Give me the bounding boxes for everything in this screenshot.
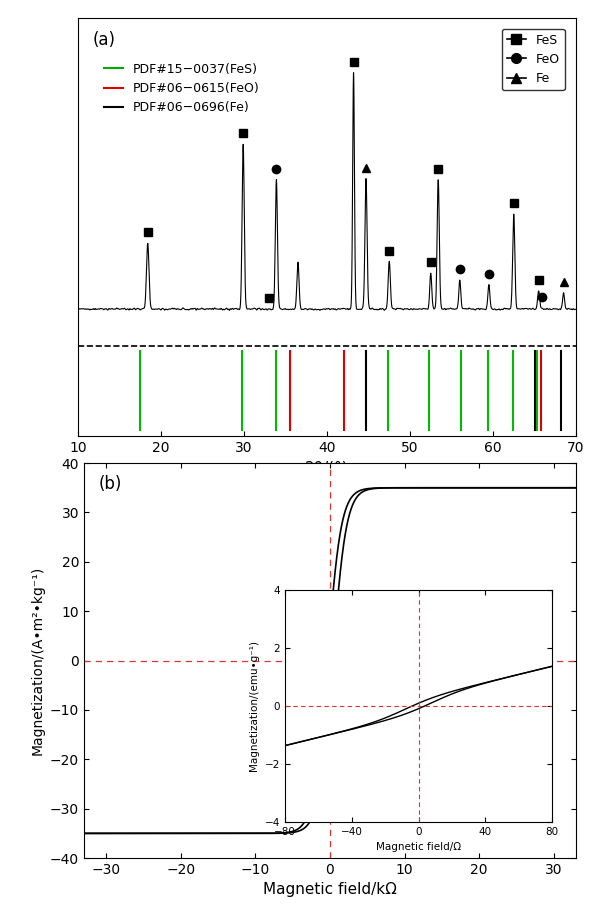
- Y-axis label: Magnetization/(A•m²•kg⁻¹): Magnetization/(A•m²•kg⁻¹): [31, 566, 44, 755]
- Y-axis label: Magnetization/(emu•g⁻¹): Magnetization/(emu•g⁻¹): [249, 640, 259, 772]
- Legend: FeS, FeO, Fe: FeS, FeO, Fe: [502, 28, 565, 90]
- X-axis label: 2θ/(°): 2θ/(°): [305, 460, 349, 475]
- Text: (b): (b): [99, 475, 122, 493]
- X-axis label: Magnetic field/Ω: Magnetic field/Ω: [376, 842, 461, 852]
- Text: (a): (a): [93, 31, 116, 49]
- X-axis label: Magnetic field/kΩ: Magnetic field/kΩ: [263, 883, 397, 897]
